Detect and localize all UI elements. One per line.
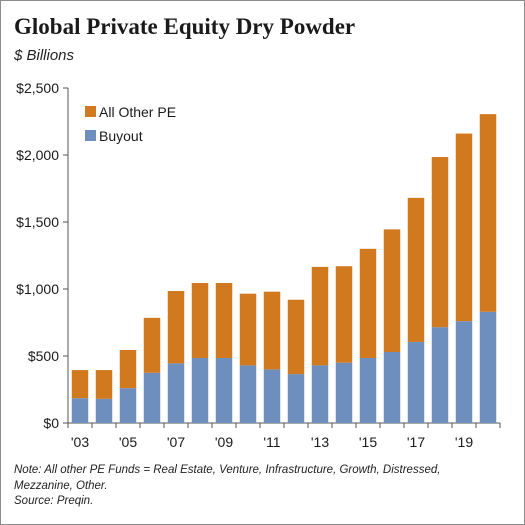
bar-all-other-pe [335, 266, 353, 363]
bar-buyout [311, 365, 329, 423]
legend-swatch [85, 130, 96, 141]
legend-label: Buyout [99, 128, 143, 144]
note-line-2: Mezzanine, Other. [14, 479, 108, 492]
bar-buyout [455, 321, 473, 423]
bar-all-other-pe [119, 349, 137, 389]
bar-all-other-pe [263, 291, 281, 370]
bar-buyout [431, 327, 449, 423]
bar-buyout [359, 358, 377, 423]
bar-all-other-pe [95, 370, 113, 399]
bar-buyout [143, 372, 161, 423]
x-tick-label: '05 [119, 434, 137, 450]
bar-all-other-pe [383, 229, 401, 352]
bar-all-other-pe [191, 282, 209, 359]
bar-buyout [239, 365, 257, 423]
bar-all-other-pe [431, 157, 449, 328]
legend-item-all-other-pe: All Other PE [85, 104, 176, 120]
bar-buyout [215, 358, 233, 423]
y-axis: $0 $500 $1,000 $1,500 $2,000 $2,500 [16, 80, 69, 431]
note-line-3: Source: Preqin. [14, 495, 94, 507]
legend: All Other PE Buyout [85, 104, 176, 144]
x-tick-label: '13 [311, 434, 329, 450]
x-tick-label: '07 [167, 434, 185, 450]
bar-buyout [335, 362, 353, 423]
x-tick-label: '11 [263, 434, 280, 450]
note-line-1: Note: All other PE Funds = Real Estate, … [14, 464, 441, 476]
x-tick-label: '09 [215, 434, 233, 450]
bars [71, 114, 497, 423]
x-tick-label: '15 [359, 434, 377, 450]
y-tick-label: $0 [43, 415, 59, 431]
y-tick-label: $1,500 [16, 214, 59, 230]
bar-buyout [479, 311, 497, 423]
y-tick-label: $1,000 [16, 281, 59, 297]
bar-all-other-pe [215, 282, 233, 359]
bar-buyout [191, 358, 209, 423]
x-tick-label: '17 [407, 434, 425, 450]
y-tick-label: $2,500 [16, 80, 59, 96]
bar-all-other-pe [311, 266, 329, 366]
bar-all-other-pe [71, 370, 89, 399]
bar-all-other-pe [479, 114, 497, 312]
bar-buyout [119, 388, 137, 423]
legend-item-buyout: Buyout [85, 128, 143, 144]
bar-buyout [71, 398, 89, 423]
chart-note: Note: All other PE Funds = Real Estate, … [14, 463, 509, 510]
bar-all-other-pe [407, 197, 425, 342]
bar-all-other-pe [143, 317, 161, 373]
x-axis: '03 '05 '07 '09 '11 '13 '15 '17 '19 [67, 422, 501, 450]
bar-buyout [383, 351, 401, 423]
bar-all-other-pe [455, 133, 473, 322]
bar-buyout [95, 398, 113, 423]
legend-label: All Other PE [99, 104, 176, 120]
y-tick-label: $2,000 [16, 147, 59, 163]
bar-all-other-pe [287, 299, 305, 375]
x-tick-label: '19 [455, 434, 473, 450]
legend-swatch [85, 106, 96, 117]
bar-all-other-pe [239, 293, 257, 366]
bar-buyout [287, 374, 305, 423]
x-tick-label: '03 [71, 434, 89, 450]
y-tick-label: $500 [28, 348, 59, 364]
bar-buyout [407, 341, 425, 423]
bar-all-other-pe [359, 248, 377, 359]
bar-all-other-pe [167, 291, 185, 364]
chart-title: Global Private Equity Dry Powder [14, 14, 356, 39]
bar-buyout [167, 363, 185, 423]
chart-subtitle: $ Billions [14, 47, 75, 64]
bar-buyout [263, 369, 281, 423]
